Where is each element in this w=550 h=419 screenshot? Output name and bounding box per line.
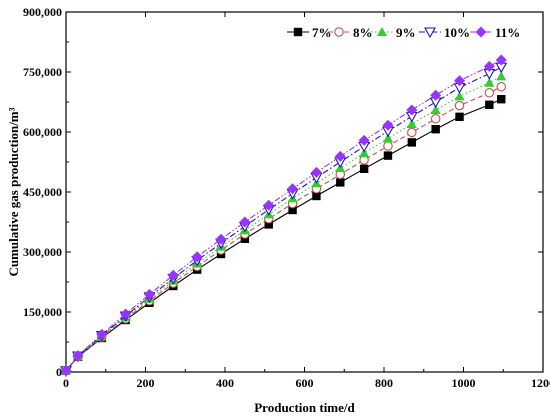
series-11pct-point	[430, 89, 442, 101]
x-tick-label: 0	[63, 376, 69, 390]
series-11pct-point	[263, 199, 275, 211]
series-7pct-point	[336, 178, 345, 187]
series-7pct-point	[359, 164, 369, 173]
series-11pct	[60, 54, 507, 377]
series-7pct-point	[431, 125, 440, 134]
legend: 7% 8% 9% 10% 11%	[287, 25, 520, 40]
series-7pct-point	[264, 220, 273, 229]
series-11pct-point	[287, 183, 299, 195]
series-10pct	[60, 62, 508, 377]
series-11pct-point	[454, 75, 466, 87]
x-tick-label: 1000	[452, 376, 476, 390]
series-9pct-point	[454, 91, 465, 101]
series-11pct-point	[382, 119, 394, 131]
series-8pct-point	[484, 88, 495, 98]
x-tick-label: 200	[137, 376, 155, 390]
series-9pct-point	[430, 105, 441, 114]
x-axis-title: Production time/d	[254, 400, 355, 415]
legend-item-9pct: 9%	[371, 25, 416, 40]
series-7pct-point	[497, 95, 506, 104]
series-11pct-point	[358, 134, 370, 146]
legend-item-8pct: 8%	[328, 25, 373, 40]
legend-item-7pct-marker	[293, 27, 303, 37]
y-tick-label: 750,000	[23, 65, 62, 79]
series-11pct-point	[406, 104, 418, 116]
y-tick-label: 150,000	[23, 305, 62, 319]
series-11pct-point	[239, 216, 251, 228]
series-9pct-point	[484, 77, 495, 87]
legend-item-9pct-marker	[377, 27, 387, 36]
plot-frame	[65, 11, 544, 373]
x-tick-label: 400	[216, 376, 234, 390]
series-9pct-point	[359, 148, 370, 158]
series-11pct-point	[310, 166, 322, 178]
legend-item-11pct-marker	[475, 26, 487, 38]
series-11pct-line	[65, 59, 502, 372]
legend-item-10pct: 10%	[419, 25, 470, 40]
series-8pct-point	[496, 82, 507, 92]
legend-item-10pct-label: 10%	[444, 25, 470, 40]
series-11pct-point	[191, 251, 203, 263]
series-11pct-point	[96, 328, 108, 340]
series-7pct	[61, 95, 506, 375]
x-tick-label: 600	[296, 376, 314, 390]
series-layer	[60, 54, 508, 377]
series-11pct-point	[334, 150, 346, 162]
series-11pct-point	[167, 269, 179, 281]
series-8pct-point	[383, 141, 393, 151]
y-tick-label: 300,000	[23, 245, 62, 259]
y-tick-label: 450,000	[23, 185, 62, 199]
y-axis-title: Cumulative gas production/m³	[6, 107, 21, 276]
series-8pct-point	[430, 114, 441, 124]
legend-item-11pct-label: 11%	[495, 25, 520, 40]
x-tick-label: 800	[375, 376, 393, 390]
series-8pct-point	[407, 127, 417, 138]
series-11pct-point	[60, 365, 72, 377]
legend-item-10pct-marker	[424, 27, 436, 39]
series-11pct-point	[495, 54, 507, 66]
series-7pct-point	[240, 234, 250, 243]
legend-item-9pct-label: 9%	[396, 25, 416, 40]
legend-item-7pct-label: 7%	[312, 25, 332, 40]
series-7pct-point	[485, 100, 494, 109]
series-7pct-point	[383, 151, 393, 160]
series-11pct-point	[483, 60, 495, 72]
y-tick-label: 600,000	[23, 125, 62, 139]
series-11pct-point	[72, 350, 84, 362]
series-9pct-point	[382, 133, 393, 143]
series-7pct-point	[312, 191, 321, 201]
legend-item-8pct-label: 8%	[353, 25, 373, 40]
series-7pct-point	[288, 205, 297, 215]
legend-item-8pct-marker	[334, 27, 344, 37]
legend-item-11pct: 11%	[470, 25, 520, 40]
series-10pct-line	[65, 66, 502, 372]
series-11pct-point	[215, 233, 227, 245]
series-7pct-point	[407, 138, 417, 147]
series-11pct-point	[143, 288, 155, 300]
series-7pct-point	[455, 112, 464, 121]
series-9pct-point	[496, 71, 507, 81]
series-11pct-point	[120, 308, 132, 320]
legend-item-7pct: 7%	[287, 25, 332, 40]
series-7pct-line	[65, 98, 502, 372]
series-9pct-point	[406, 119, 417, 128]
series-8pct-point	[454, 100, 465, 111]
y-tick-label: 0	[56, 365, 62, 379]
y-tick-label: 900,000	[23, 5, 62, 19]
